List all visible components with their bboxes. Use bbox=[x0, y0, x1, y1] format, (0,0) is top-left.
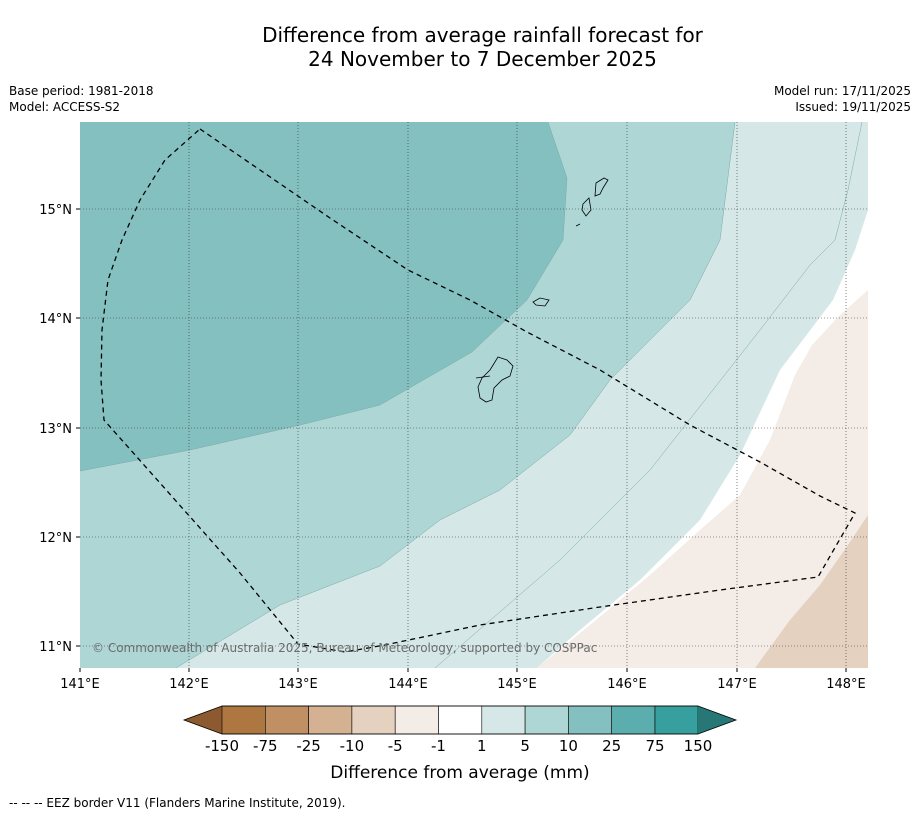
guam-island bbox=[477, 356, 514, 403]
colorbar-label: 5 bbox=[520, 737, 530, 755]
rota-island bbox=[532, 297, 550, 307]
colorbar-swatch bbox=[221, 705, 266, 735]
rainfall-contours bbox=[80, 122, 868, 668]
lon-tick-label: 146°E bbox=[607, 677, 647, 692]
colorbar-label: 150 bbox=[684, 737, 713, 755]
colorbar-label: -10 bbox=[340, 737, 365, 755]
lat-tick-label: 13°N bbox=[39, 422, 72, 437]
colorbar-label: -5 bbox=[388, 737, 403, 755]
colorbar-swatch bbox=[308, 705, 353, 735]
colorbar-swatch bbox=[394, 705, 439, 735]
colorbar-swatch bbox=[481, 705, 526, 735]
lat-tick-label: 12°N bbox=[39, 531, 72, 546]
title-line-1: Difference from average rainfall forecas… bbox=[262, 23, 703, 47]
base-period: Base period: 1981-2018 bbox=[9, 84, 154, 98]
lat-tick-label: 15°N bbox=[39, 203, 72, 218]
lon-tick-label: 145°E bbox=[497, 677, 537, 692]
colorbar-label: -150 bbox=[205, 737, 239, 755]
colorbar-label: 10 bbox=[559, 737, 578, 755]
colorbar-swatch bbox=[611, 705, 656, 735]
colorbar-labels: -150 -75 -25 -10 -5 -1 1 5 10 25 75 150 bbox=[205, 737, 712, 755]
colorbar-label: 1 bbox=[477, 737, 487, 755]
colorbar-label: -25 bbox=[296, 737, 321, 755]
contour-10-25 bbox=[80, 122, 567, 471]
saipan-island bbox=[594, 177, 609, 197]
colorbar-outline bbox=[182, 705, 738, 735]
colorbar-title: Difference from average (mm) bbox=[330, 763, 589, 783]
model-run: Model run: 17/11/2025 bbox=[773, 84, 911, 98]
contour-neg5-neg1 bbox=[537, 290, 868, 668]
graticule bbox=[80, 122, 868, 668]
copyright-text: © Commonwealth of Australia 2025, Bureau… bbox=[92, 641, 597, 655]
colorbar-extend-high bbox=[698, 706, 736, 734]
colorbar-swatch bbox=[568, 705, 613, 735]
colorbar-swatch bbox=[264, 705, 309, 735]
lat-tick-label: 11°N bbox=[39, 640, 72, 655]
islands bbox=[475, 177, 609, 403]
tinian-island bbox=[581, 197, 592, 217]
colorbar bbox=[182, 705, 738, 735]
colorbar-swatch bbox=[524, 705, 569, 735]
lon-tick-label: 143°E bbox=[278, 677, 318, 692]
issued-date: Issued: 19/11/2025 bbox=[795, 100, 911, 114]
lon-tick-label: 148°E bbox=[826, 677, 866, 692]
eez-legend-note: -- -- -- EEZ border V11 (Flanders Marine… bbox=[9, 796, 346, 810]
model-name: Model: ACCESS-S2 bbox=[9, 100, 121, 114]
colorbar-swatch bbox=[438, 705, 483, 735]
lon-tick-label: 144°E bbox=[388, 677, 428, 692]
colorbar-swatch bbox=[351, 705, 396, 735]
lon-tick-label: 141°E bbox=[60, 677, 100, 692]
axis-ticks bbox=[76, 208, 847, 672]
eez-border bbox=[100, 128, 856, 653]
title-line-2: 24 November to 7 December 2025 bbox=[308, 47, 657, 71]
colorbar-label: 25 bbox=[602, 737, 621, 755]
lon-tick-label: 142°E bbox=[169, 677, 209, 692]
lon-tick-label: 147°E bbox=[717, 677, 757, 692]
colorbar-label: 75 bbox=[645, 737, 664, 755]
colorbar-label: -75 bbox=[253, 737, 278, 755]
contour-neg10-neg5 bbox=[755, 515, 868, 668]
colorbar-swatch bbox=[654, 705, 699, 735]
colorbar-extend-low bbox=[184, 706, 222, 734]
lat-tick-label: 14°N bbox=[39, 312, 72, 327]
colorbar-label: -1 bbox=[431, 737, 446, 755]
